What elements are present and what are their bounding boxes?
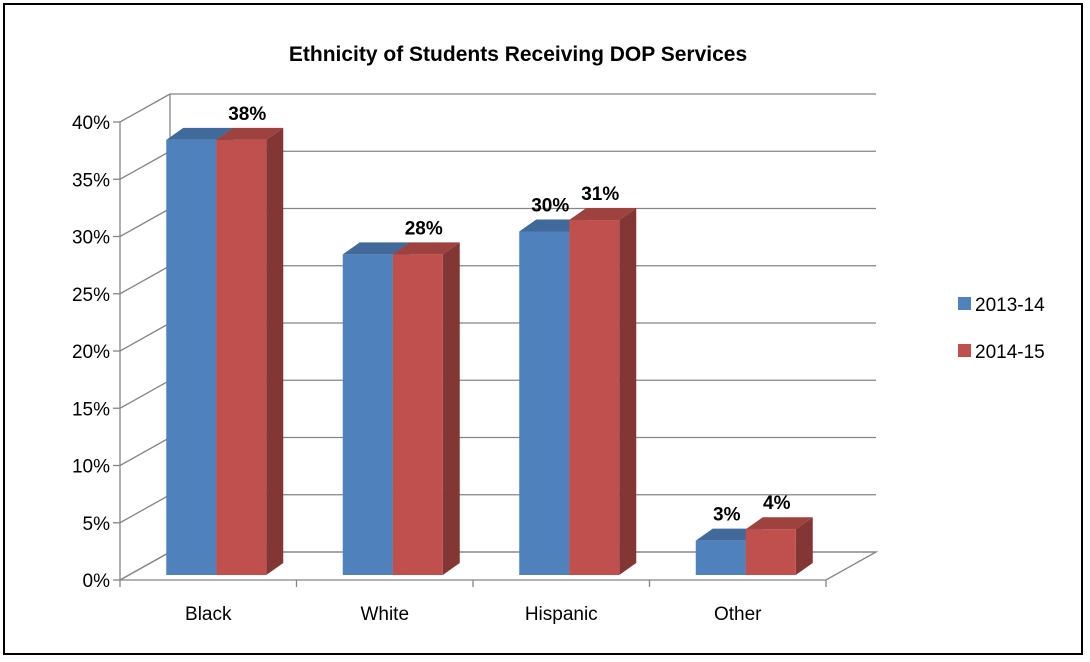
legend-swatch: [958, 297, 971, 310]
data-label: 30%: [531, 196, 569, 217]
bar-top: [745, 517, 813, 530]
chart-frame: 0% 5% 10% 15% 20% 25% 30% 35% 40% Black White Hisp…: [3, 3, 1083, 655]
y-tick-labels: 0% 5% 10% 15% 20% 25% 30% 35% 40%: [72, 113, 110, 592]
bar-front: [519, 231, 570, 575]
bar: [392, 242, 460, 575]
gridline-side: [119, 436, 171, 467]
gridline-side: [119, 265, 171, 295]
bar-top: [392, 242, 460, 255]
data-labels: 38% 28% 30% 31% 3% 4%: [228, 104, 790, 526]
y-tick-label: 40%: [72, 113, 110, 134]
y-tick-label: 30%: [72, 228, 110, 249]
legend-label: 2013-14: [975, 295, 1045, 316]
legend: 2013-14 2014-15: [958, 295, 1045, 363]
bar-front: [392, 254, 443, 575]
gridline-side: [119, 379, 171, 409]
legend-swatch: [958, 344, 971, 357]
bar-side: [442, 242, 460, 575]
bar-front: [695, 540, 746, 575]
bar-top: [569, 208, 637, 221]
bar-top: [166, 127, 234, 140]
x-category-labels: Black White Hispanic Other: [185, 604, 762, 625]
gridline-side: [119, 150, 171, 180]
gridline-side: [119, 494, 171, 524]
x-category-label: White: [360, 604, 409, 625]
bar-front: [216, 139, 267, 575]
data-label: 38%: [228, 104, 266, 125]
y-tick-label: 25%: [72, 285, 110, 306]
bar-front: [166, 139, 217, 575]
x-category-label: Hispanic: [525, 604, 598, 625]
chart-title: Ethnicity of Students Receiving DOP Serv…: [289, 43, 747, 66]
data-label: 31%: [581, 184, 619, 205]
gridline-side: [119, 207, 171, 238]
legend-label: 2014-15: [975, 342, 1045, 363]
bars: [166, 127, 813, 576]
bar-side: [619, 208, 637, 576]
bar-front: [342, 254, 393, 575]
gridline-side: [119, 93, 171, 123]
floor: [117, 551, 879, 581]
x-category-label: Black: [185, 604, 232, 625]
chart-canvas: 0% 5% 10% 15% 20% 25% 30% 35% 40% Black White Hisp…: [72, 43, 1045, 625]
y-tick-label: 0%: [83, 571, 111, 592]
bar-top: [216, 127, 284, 140]
bar: [216, 127, 284, 576]
bar-front: [569, 220, 620, 576]
y-tick-label: 20%: [72, 342, 110, 363]
bar-side: [795, 517, 813, 575]
bar-side: [266, 127, 284, 576]
y-tick-label: 10%: [72, 457, 110, 478]
data-label: 4%: [763, 493, 791, 514]
bar-front: [745, 529, 796, 575]
bar-top: [342, 242, 410, 255]
gridline-side: [119, 322, 171, 352]
y-tick-label: 5%: [83, 514, 111, 535]
y-tick-label: 35%: [72, 170, 110, 191]
bar: [745, 517, 813, 575]
x-category-label: Other: [714, 604, 762, 625]
y-tick-label: 15%: [72, 399, 110, 420]
data-label: 28%: [405, 218, 443, 239]
bar: [569, 208, 637, 576]
data-label: 3%: [713, 505, 741, 526]
